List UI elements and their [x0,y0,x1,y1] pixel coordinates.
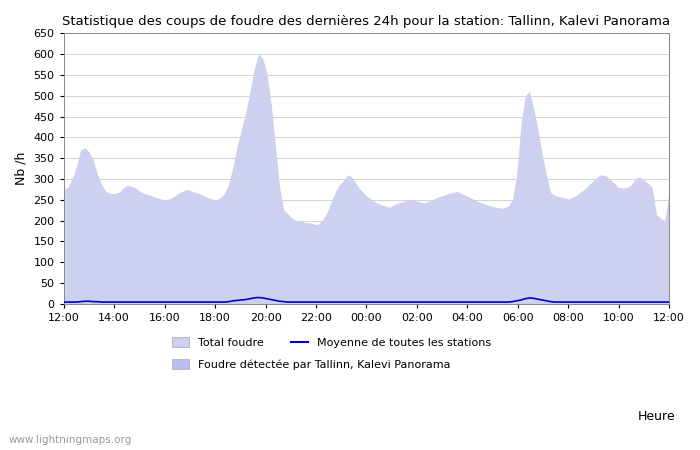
Y-axis label: Nb /h: Nb /h [15,152,28,185]
Text: www.lightningmaps.org: www.lightningmaps.org [8,435,132,445]
Legend: Foudre détectée par Tallinn, Kalevi Panorama: Foudre détectée par Tallinn, Kalevi Pano… [172,359,450,370]
Text: Heure: Heure [638,410,676,423]
Title: Statistique des coups de foudre des dernières 24h pour la station: Tallinn, Kale: Statistique des coups de foudre des dern… [62,15,671,28]
